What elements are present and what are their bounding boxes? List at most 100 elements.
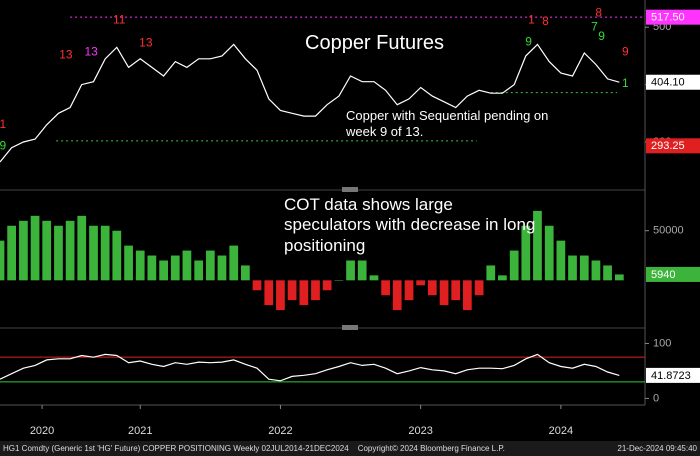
bar xyxy=(135,250,145,281)
sequential-count: 9 xyxy=(622,45,629,59)
bar xyxy=(30,215,40,281)
sequential-count: 8 xyxy=(542,14,549,28)
value-tag-label: 41.8723 xyxy=(651,370,691,382)
bar xyxy=(100,225,110,281)
value-tag xyxy=(646,74,700,90)
bar xyxy=(147,255,157,281)
bar xyxy=(381,280,390,296)
bar xyxy=(182,250,192,281)
bar xyxy=(579,255,589,281)
x-tick-label: 2022 xyxy=(268,425,292,437)
bar xyxy=(392,280,402,311)
bar xyxy=(334,280,344,281)
sequential-count: 1 xyxy=(528,12,535,26)
bar xyxy=(54,225,63,281)
bar xyxy=(42,220,52,281)
value-tag xyxy=(646,9,700,25)
bar xyxy=(287,280,297,301)
bar xyxy=(112,230,122,281)
x-tick-label: 2020 xyxy=(30,425,54,437)
annotation: Copper with Sequential pending on week 9… xyxy=(346,108,549,139)
value-tag xyxy=(646,266,700,282)
sequential-count: 1 xyxy=(622,76,629,90)
bar xyxy=(509,250,519,281)
chart-title: Copper Futures xyxy=(305,32,444,54)
value-tag-label: 293.25 xyxy=(651,140,685,152)
bar xyxy=(264,280,274,306)
bar xyxy=(486,265,496,281)
bar xyxy=(241,265,250,281)
bar xyxy=(194,260,204,281)
bar xyxy=(416,280,426,286)
bar xyxy=(0,240,5,281)
price-line xyxy=(0,43,620,163)
bar xyxy=(474,280,484,296)
sequential-count: 1 xyxy=(0,117,6,131)
panel-handle xyxy=(342,187,358,192)
footer-timestamp: 21-Dec-2024 09:45:40 xyxy=(617,444,697,453)
bar xyxy=(521,225,531,281)
sequential-count: 7 xyxy=(591,19,598,33)
bar xyxy=(322,280,332,291)
bar xyxy=(451,280,461,301)
bar xyxy=(7,225,17,281)
sequential-count: 9 xyxy=(0,139,6,153)
sequential-count: 9 xyxy=(525,34,532,48)
bar xyxy=(217,255,227,281)
panel-handle xyxy=(342,325,358,330)
bar xyxy=(205,250,215,281)
chart: 300400500191313111391878991517.50404.102… xyxy=(0,0,700,437)
bar xyxy=(427,280,437,296)
bar xyxy=(229,245,239,281)
bar xyxy=(89,225,98,281)
bar xyxy=(591,260,601,281)
sequential-count: 13 xyxy=(84,45,98,59)
bar xyxy=(124,245,133,281)
bar xyxy=(159,260,168,281)
bar xyxy=(614,274,624,281)
bar xyxy=(439,280,449,306)
bar xyxy=(19,220,28,281)
bar xyxy=(404,280,414,301)
bar xyxy=(65,220,75,281)
x-tick-label: 2024 xyxy=(549,425,573,437)
sequential-count: 13 xyxy=(139,35,153,49)
value-tag-label: 5940 xyxy=(651,269,675,281)
sequential-count: 13 xyxy=(59,47,73,61)
price-line xyxy=(0,353,620,382)
value-tag xyxy=(646,367,700,383)
y-tick-label: 500 xyxy=(653,21,671,33)
bar xyxy=(299,280,309,306)
value-tag xyxy=(646,138,700,154)
bar xyxy=(311,280,320,301)
bar xyxy=(603,265,612,281)
sequential-count: 11 xyxy=(113,12,126,26)
x-tick-label: 2021 xyxy=(128,425,152,437)
value-tag-label: 517.50 xyxy=(651,12,685,24)
annotation: COT data shows large speculators with de… xyxy=(284,195,536,255)
bar xyxy=(568,255,577,281)
bar xyxy=(276,280,285,311)
bar xyxy=(498,275,507,281)
bar xyxy=(346,260,355,281)
bar xyxy=(533,210,542,281)
y-tick-label: 50000 xyxy=(653,225,684,237)
bar xyxy=(77,215,87,281)
y-tick-label: 0 xyxy=(653,392,659,404)
y-tick-label: 100 xyxy=(653,337,671,349)
bar xyxy=(544,225,554,281)
value-tag-label: 404.10 xyxy=(651,77,685,89)
sequential-count: 8 xyxy=(595,6,602,20)
footer-copyright: Copyright© 2024 Bloomberg Finance L.P. xyxy=(357,444,505,453)
x-tick-label: 2023 xyxy=(408,425,432,437)
bar xyxy=(369,275,379,281)
bar xyxy=(462,280,472,311)
footer-source: HG1 Comdty (Generic 1st 'HG' Future) COP… xyxy=(3,444,349,453)
sequential-count: 9 xyxy=(598,29,605,43)
bar xyxy=(556,240,566,281)
bar xyxy=(170,255,180,281)
footer: HG1 Comdty (Generic 1st 'HG' Future) COP… xyxy=(0,441,700,456)
bar xyxy=(252,280,262,291)
bar xyxy=(357,260,367,281)
